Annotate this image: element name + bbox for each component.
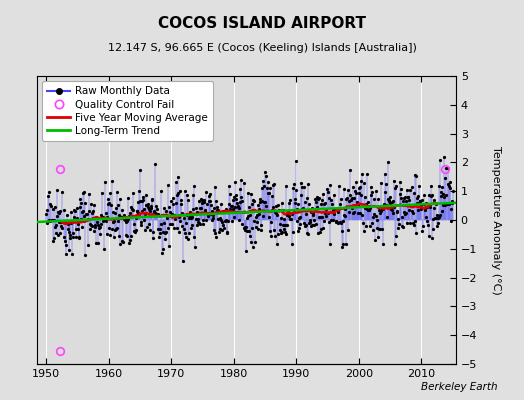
Text: 12.147 S, 96.665 E (Cocos (Keeling) Islands [Australia]): 12.147 S, 96.665 E (Cocos (Keeling) Isla… bbox=[107, 43, 417, 53]
Text: COCOS ISLAND AIRPORT: COCOS ISLAND AIRPORT bbox=[158, 16, 366, 32]
Text: Berkeley Earth: Berkeley Earth bbox=[421, 382, 498, 392]
Y-axis label: Temperature Anomaly (°C): Temperature Anomaly (°C) bbox=[491, 146, 501, 294]
Legend: Raw Monthly Data, Quality Control Fail, Five Year Moving Average, Long-Term Tren: Raw Monthly Data, Quality Control Fail, … bbox=[42, 81, 213, 141]
